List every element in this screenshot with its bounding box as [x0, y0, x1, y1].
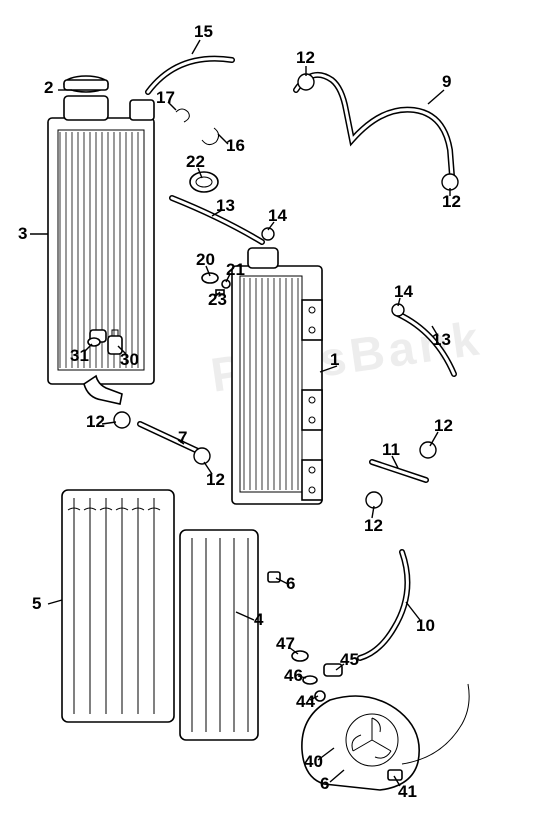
label-4: 4 [254, 610, 263, 630]
diagram-container: PartsBank [0, 0, 537, 827]
label-1: 1 [330, 350, 339, 370]
label-11: 11 [382, 440, 400, 460]
hose-15 [148, 59, 232, 92]
label-40: 40 [304, 752, 323, 772]
gasket-31 [88, 338, 100, 346]
label-6: 6 [286, 574, 295, 594]
clip-16 [202, 128, 219, 145]
label-17: 17 [156, 88, 175, 108]
label-12c: 12 [86, 412, 105, 432]
seal-ring-22 [190, 172, 218, 192]
diagram-svg [0, 0, 537, 827]
label-21: 21 [226, 260, 245, 280]
label-9: 9 [442, 72, 451, 92]
label-44: 44 [296, 692, 315, 712]
label-41: 41 [398, 782, 417, 802]
radiator-guard-right [180, 530, 258, 740]
radiator-guard-left [62, 490, 174, 722]
label-45: 45 [340, 650, 359, 670]
label-23: 23 [208, 290, 227, 310]
label-12d: 12 [206, 470, 225, 490]
label-12e: 12 [434, 416, 453, 436]
hose-10 [360, 552, 407, 658]
label-31: 31 [70, 346, 89, 366]
label-2: 2 [44, 78, 53, 98]
label-5: 5 [32, 594, 41, 614]
label-46: 46 [284, 666, 303, 686]
label-20: 20 [196, 250, 215, 270]
label-6b: 6 [320, 774, 329, 794]
label-14b: 14 [394, 282, 413, 302]
clip-17 [176, 109, 189, 122]
clip-nut-6a [268, 572, 280, 582]
label-13a: 13 [216, 196, 235, 216]
label-15: 15 [194, 22, 213, 42]
label-30: 30 [120, 350, 139, 370]
label-16: 16 [226, 136, 245, 156]
label-13b: 13 [432, 330, 451, 350]
label-12a: 12 [296, 48, 315, 68]
hose-11 [372, 462, 426, 480]
label-47: 47 [276, 634, 295, 654]
label-7: 7 [178, 428, 187, 448]
hose-9 [296, 75, 452, 176]
label-14a: 14 [268, 206, 287, 226]
label-10: 10 [416, 616, 435, 636]
hose-7 [140, 424, 200, 452]
radiator-right [232, 248, 322, 504]
label-3: 3 [18, 224, 27, 244]
label-12f: 12 [364, 516, 383, 536]
label-12b: 12 [442, 192, 461, 212]
label-22: 22 [186, 152, 205, 172]
